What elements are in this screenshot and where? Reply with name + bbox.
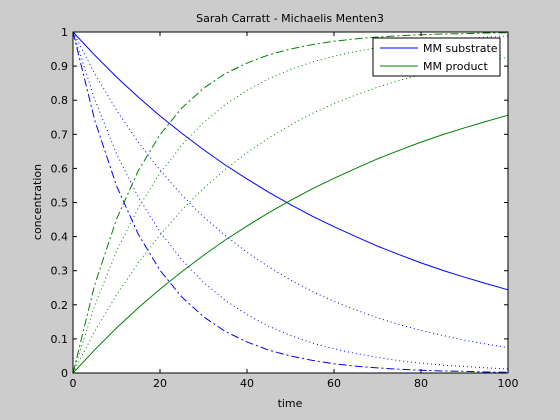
legend-label-substrate: MM substrate — [423, 42, 498, 55]
y-tick-label: 0.4 — [51, 231, 69, 244]
y-tick-label: 0.6 — [51, 162, 69, 175]
series-line-0 — [72, 31, 509, 291]
y-axis-label: concentration — [31, 164, 44, 240]
series-line-1 — [72, 114, 509, 374]
legend-box — [372, 37, 501, 77]
chart-title: Sarah Carratt - Michaelis Menten3 — [196, 12, 384, 25]
y-tick-label: 0 — [61, 367, 68, 380]
ticks-layer — [72, 31, 509, 374]
y-tick-label: 0.1 — [51, 333, 69, 346]
series-line-4 — [72, 31, 509, 370]
x-tick-label: 80 — [414, 377, 428, 390]
x-tick-label: 60 — [327, 377, 341, 390]
x-tick-label: 40 — [240, 377, 254, 390]
y-tick-label: 0.9 — [51, 60, 69, 73]
series-line-7 — [72, 32, 509, 374]
y-tick-label: 0.3 — [51, 265, 69, 278]
x-tick-label: 100 — [498, 377, 519, 390]
x-tick-label: 0 — [70, 377, 77, 390]
x-tick-label: 20 — [153, 377, 167, 390]
series-line-6 — [72, 31, 509, 373]
y-tick-label: 0.7 — [51, 128, 69, 141]
legend-label-product: MM product — [423, 60, 488, 73]
tick-labels-layer: 0 20 40 60 80 100 0 0.1 0.2 0.3 0.4 0.5 0.6 0.7 0.8 0.9… — [51, 26, 519, 390]
y-tick-label: 0.8 — [51, 94, 69, 107]
x-axis-label: time — [278, 397, 303, 410]
axes-background — [73, 32, 508, 373]
legend: MM substrate MM product — [372, 37, 501, 77]
y-tick-label: 0.5 — [51, 197, 69, 210]
y-tick-label: 0.2 — [51, 299, 69, 312]
y-tick-label: 1 — [61, 26, 68, 39]
